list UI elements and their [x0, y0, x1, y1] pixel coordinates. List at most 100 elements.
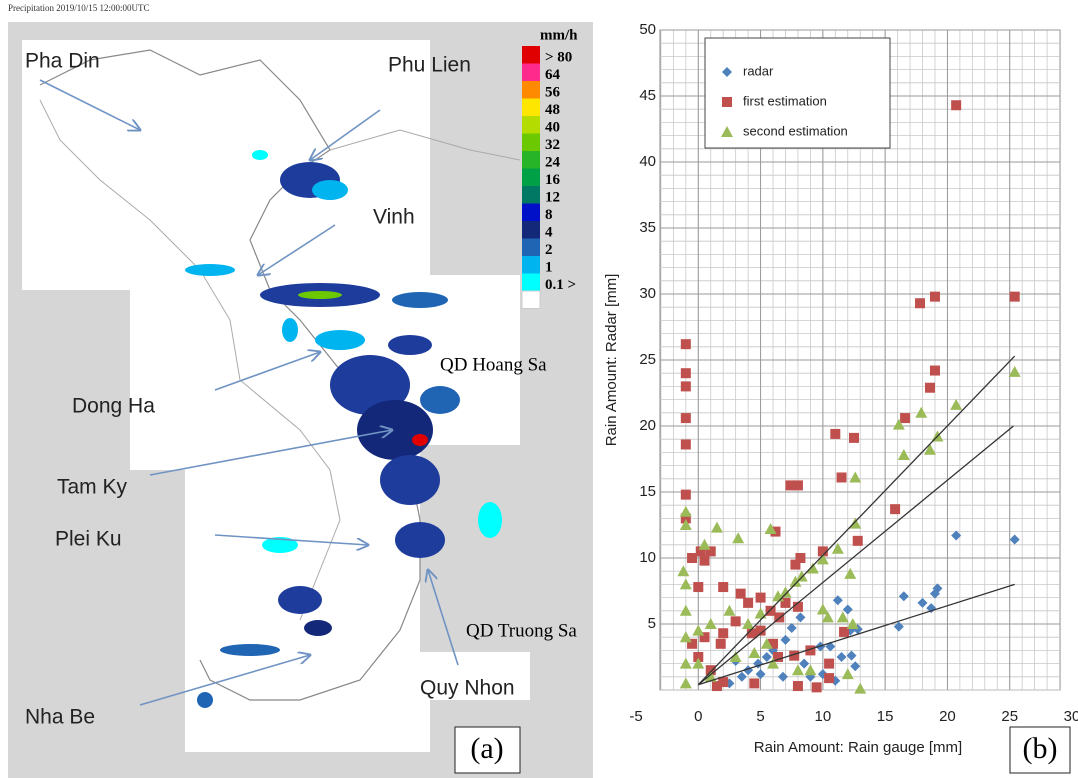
point: [768, 638, 779, 649]
point: [755, 592, 766, 603]
point: [705, 546, 716, 557]
point: [760, 637, 773, 649]
point: [792, 681, 803, 692]
point: [836, 472, 847, 483]
point: [680, 339, 691, 350]
point: [929, 588, 940, 599]
point: [923, 443, 936, 455]
point: [718, 677, 729, 688]
x-tick-label: 30: [1064, 708, 1078, 725]
point: [832, 595, 843, 606]
colorbar-cell: [522, 46, 540, 64]
x-axis-label: Rain Amount: Rain gauge [mm]: [754, 739, 962, 756]
point: [746, 628, 757, 639]
colorbar-label: 0.1 >: [545, 277, 576, 293]
point: [695, 546, 706, 557]
point: [679, 519, 692, 530]
echo: [278, 586, 322, 614]
point: [792, 480, 803, 491]
y-tick-label: 10: [639, 549, 656, 566]
point: [839, 626, 850, 637]
point: [679, 657, 692, 669]
y-tick-label: 35: [639, 219, 656, 236]
point: [915, 406, 928, 418]
echo: [312, 180, 348, 200]
point: [680, 513, 691, 524]
point: [816, 553, 829, 565]
point: [852, 535, 863, 546]
point: [718, 582, 729, 593]
point: [897, 449, 910, 461]
arrow: [214, 534, 368, 545]
legend-marker: [722, 67, 732, 77]
station-label: Dong Ha: [72, 395, 155, 418]
colorbar-cell: [522, 168, 540, 186]
fit-line: [698, 583, 1015, 686]
arrow: [214, 352, 320, 391]
echo: [197, 692, 213, 708]
colorbar-label: 40: [545, 120, 560, 136]
colorbar-cell: [522, 256, 540, 274]
point: [951, 530, 962, 541]
point: [679, 677, 692, 689]
fit-line: [697, 355, 1016, 686]
colorbar-cell: [522, 221, 540, 239]
point: [743, 597, 754, 608]
echo: [392, 292, 448, 308]
echo: [357, 400, 433, 460]
colorbar-label: 4: [545, 225, 553, 241]
point: [736, 671, 747, 682]
point: [764, 522, 777, 534]
point: [929, 291, 940, 302]
point: [770, 526, 781, 537]
point: [704, 618, 717, 629]
colorbar-label: 2: [545, 242, 553, 258]
point: [705, 665, 716, 676]
colorbar-label: 56: [545, 85, 561, 101]
point: [821, 611, 834, 623]
colorbar-cell: [522, 203, 540, 221]
station-label: Quy Nhon: [420, 677, 515, 700]
point: [900, 413, 911, 424]
echo: [395, 522, 445, 558]
point: [715, 638, 726, 649]
echo: [388, 335, 432, 355]
x-tick-label: 20: [939, 708, 956, 725]
point: [831, 542, 844, 554]
arrow: [258, 224, 336, 275]
point: [679, 604, 692, 616]
colorbar-label: > 80: [545, 50, 572, 66]
point: [680, 489, 691, 500]
y-tick-label: 5: [648, 615, 656, 632]
arrow: [428, 570, 459, 666]
point: [817, 546, 828, 557]
point: [680, 413, 691, 424]
point: [699, 632, 710, 643]
point: [844, 567, 857, 579]
point: [710, 521, 723, 533]
station-label: Phu Lien: [388, 54, 471, 77]
colorbar-cell: [522, 63, 540, 81]
point: [836, 652, 847, 662]
point: [854, 682, 867, 694]
border: [329, 129, 521, 161]
point: [1009, 534, 1020, 545]
colorbar-label: 64: [545, 67, 561, 83]
point: [804, 664, 817, 676]
point: [841, 668, 854, 680]
point: [687, 553, 698, 563]
point: [704, 670, 717, 682]
echo: [220, 644, 280, 656]
point: [765, 605, 776, 616]
panel-label-box: [454, 726, 521, 774]
point: [692, 624, 705, 636]
point: [767, 657, 780, 669]
x-tick-label: 25: [1001, 708, 1018, 725]
point: [774, 612, 785, 623]
colorbar-cell: [522, 81, 540, 99]
y-tick-label: 25: [639, 351, 656, 368]
point: [849, 517, 862, 529]
point: [761, 652, 772, 662]
point: [699, 555, 710, 566]
point: [824, 673, 835, 684]
